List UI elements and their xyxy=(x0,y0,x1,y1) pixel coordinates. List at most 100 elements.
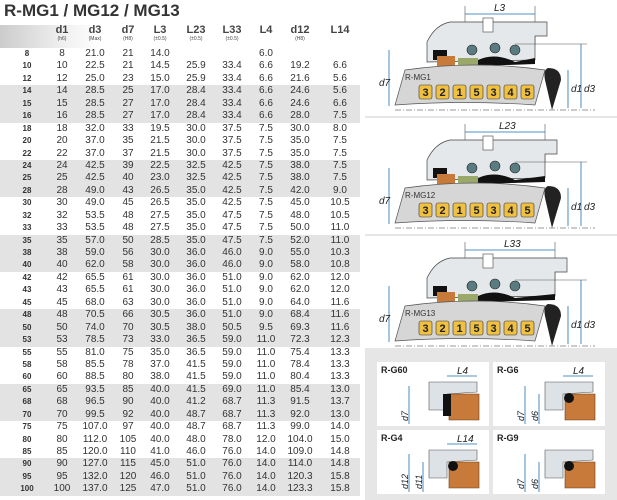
table-cell: 37.5 xyxy=(222,147,242,159)
column-header-d12: d12 (H8) xyxy=(291,25,310,43)
seal-face xyxy=(458,58,478,66)
part-number-badge xyxy=(503,320,518,336)
table-cell: 123.3 xyxy=(287,483,313,495)
table-cell: 35 xyxy=(56,234,68,246)
table-row: 95 95 132.0 120 46.0 51.0 76.0 14.0 120.3 15.8 xyxy=(0,470,360,484)
table-cell: 11.6 xyxy=(330,309,350,321)
table-cell: 9.0 xyxy=(259,271,273,283)
table-cell: 11.0 xyxy=(256,358,276,370)
set-screw xyxy=(482,135,494,151)
table-cell: 51.0 xyxy=(222,271,242,283)
table-cell: 7.5 xyxy=(259,172,273,184)
table-cell: 70 xyxy=(56,408,68,420)
row-size-label: 95 xyxy=(22,471,32,481)
table-cell: 33.4 xyxy=(222,97,242,109)
table-cell: 17.0 xyxy=(150,110,170,122)
part-number-badge xyxy=(486,320,501,336)
table-cell: 11.0 xyxy=(256,346,276,358)
table-cell: 30.0 xyxy=(150,259,170,271)
table-cell: 13.0 xyxy=(330,383,350,395)
table-cell: 47.5 xyxy=(222,222,242,234)
table-cell: 7.5 xyxy=(333,135,347,147)
table-cell: 80.4 xyxy=(290,371,310,383)
table-row: 55 55 81.0 75 35.0 36.5 59.0 11.0 75.4 13.3 xyxy=(0,347,360,359)
row-size-label: 48 xyxy=(22,310,32,320)
table-cell: 7.5 xyxy=(259,122,273,134)
o-ring xyxy=(509,280,521,292)
table-cell: 35.0 xyxy=(290,147,310,159)
diameter-label-d1: d1 xyxy=(571,84,582,95)
table-cell: 81.0 xyxy=(85,346,105,358)
table-cell: 9.0 xyxy=(333,184,347,196)
column-tolerance: (H8) xyxy=(295,36,305,42)
table-cell: 51.0 xyxy=(222,309,242,321)
table-cell: 12.0 xyxy=(256,433,276,445)
table-cell: 27.5 xyxy=(150,209,170,221)
table-cell: 51.0 xyxy=(222,284,242,296)
table-cell: 16 xyxy=(56,110,68,122)
table-cell: 30.0 xyxy=(186,135,206,147)
seat-gasket xyxy=(433,168,447,178)
table-cell: 80 xyxy=(56,433,68,445)
row-size-label: 70 xyxy=(22,409,32,419)
table-cell: 93.5 xyxy=(85,383,105,395)
table-cell: 37.5 xyxy=(222,122,242,134)
table-cell: 110 xyxy=(120,446,136,457)
table-cell: 37.5 xyxy=(222,135,242,147)
table-cell: 99.5 xyxy=(85,408,105,420)
table-cell: 50.5 xyxy=(222,321,242,333)
table-cell: 10.5 xyxy=(330,209,350,221)
diameter-label-d3: d3 xyxy=(584,320,596,331)
seat-gasket xyxy=(433,50,447,60)
part-number: 5 xyxy=(525,87,531,99)
table-cell: 58.0 xyxy=(290,259,310,271)
table-row: 33 33 53.5 48 27.5 35.0 47.5 7.5 50.0 11.0 xyxy=(0,222,360,234)
table-cell: 27 xyxy=(122,97,134,109)
table-cell: 104.0 xyxy=(287,433,313,445)
table-cell: 22.5 xyxy=(85,60,105,72)
table-cell: 59.0 xyxy=(222,358,242,370)
table-cell: 21.0 xyxy=(85,48,105,59)
table-cell: 37.0 xyxy=(85,147,105,159)
table-cell: 57.0 xyxy=(85,234,105,246)
table-cell: 112.0 xyxy=(82,433,108,445)
table-cell: 42.5 xyxy=(222,184,242,196)
table-cell: 7.5 xyxy=(333,110,347,122)
table-body: 8 8 21.0 21 14.0 6.0 10 10 22.5 21 14.5 25.9 33.4 6.6… xyxy=(0,48,360,496)
seat-diagram-r-g9: R-G9 d7 d6 xyxy=(493,430,605,494)
shaft-end-cone xyxy=(544,304,561,346)
table-cell: 15.8 xyxy=(330,470,350,482)
table-cell: 127.0 xyxy=(82,458,108,470)
model-label: R-MG12 xyxy=(405,191,436,200)
table-cell: 48.7 xyxy=(186,408,206,420)
table-cell: 33.0 xyxy=(150,334,170,346)
table-cell: 42.5 xyxy=(85,159,105,171)
o-ring xyxy=(448,461,458,471)
table-row: 85 85 120.0 110 41.0 46.0 76.0 14.0 109.0 14.8 xyxy=(0,446,360,458)
table-cell: 14.0 xyxy=(256,483,276,495)
row-size-label: 8 xyxy=(24,49,30,58)
column-header-L4: L4 xyxy=(260,25,273,36)
table-cell: 24.6 xyxy=(290,97,310,109)
seat-drawing: R-G60 L4 d7 xyxy=(381,365,480,424)
seat-drawing: R-G4 L14 d12 d11 xyxy=(381,433,480,492)
column-name: d3 xyxy=(88,24,102,36)
seat-ring xyxy=(448,393,480,421)
table-cell: 10.8 xyxy=(330,259,350,271)
table-cell: 19.5 xyxy=(150,122,170,134)
table-cell: 39 xyxy=(122,159,134,171)
table-cell: 12.0 xyxy=(330,284,350,296)
table-cell: 95 xyxy=(56,470,68,482)
table-cell: 42.5 xyxy=(222,197,242,209)
table-cell: 36.0 xyxy=(186,284,206,296)
table-cell: 38.0 xyxy=(150,371,170,383)
table-cell: 11.3 xyxy=(256,421,276,433)
o-ring xyxy=(509,162,521,174)
table-cell: 49.0 xyxy=(85,197,105,209)
row-size-label: 38 xyxy=(22,248,32,257)
table-cell: 17.0 xyxy=(150,97,170,109)
table-cell: 9.5 xyxy=(259,321,273,333)
part-number-badge xyxy=(418,202,433,218)
seal-diagram-r-mg13: L33 R-MG13 3 2 1 5 3 4 5 d7 d1 d3 xyxy=(365,236,617,348)
table-cell: 51.0 xyxy=(222,296,242,308)
